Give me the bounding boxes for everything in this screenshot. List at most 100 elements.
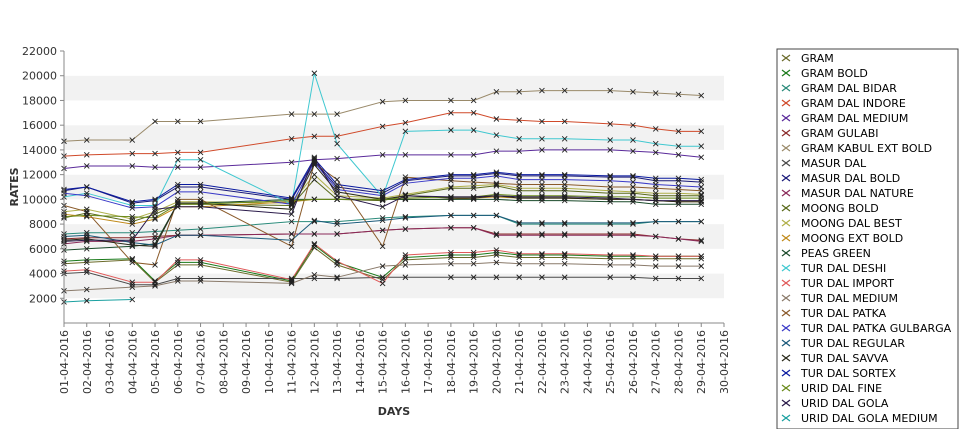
data-point <box>698 255 705 262</box>
data-point <box>379 280 386 287</box>
data-point <box>630 148 636 154</box>
data-point <box>493 191 500 198</box>
data-point <box>516 117 522 124</box>
data-point <box>630 173 636 179</box>
series-line <box>63 157 702 203</box>
data-point <box>493 247 500 253</box>
data-point <box>607 252 614 258</box>
data-point <box>311 70 318 77</box>
data-point <box>174 156 181 163</box>
data-point <box>152 208 158 215</box>
data-point <box>470 212 477 219</box>
data-point <box>607 121 614 127</box>
legend-item: TUR DAL SORTEX <box>781 367 896 380</box>
x-tick-label: 15-04-2016 <box>377 330 390 394</box>
data-point <box>470 254 477 261</box>
x-axis-title: DAYS <box>378 405 411 418</box>
legend-marker <box>781 264 791 272</box>
x-tick-label: 27-04-2016 <box>650 330 663 394</box>
data-point <box>379 123 386 130</box>
series-line <box>63 73 702 206</box>
x-tick-label: 16-04-2016 <box>399 330 412 394</box>
data-point <box>197 164 204 171</box>
legend-label: GRAM DAL INDORE <box>801 97 906 110</box>
data-point <box>311 154 318 161</box>
legend-label: GRAM DAL BIDAR <box>801 82 897 95</box>
legend-item: MASUR DAL <box>781 157 867 170</box>
data-point <box>402 226 409 232</box>
data-point <box>129 216 136 222</box>
data-point <box>129 205 136 211</box>
legend-marker <box>781 294 791 302</box>
series-line <box>63 198 702 251</box>
data-point <box>607 221 614 227</box>
legend-label: GRAM <box>801 52 834 65</box>
data-point <box>675 143 682 150</box>
legend-item: TUR DAL PATKA GULBARGA <box>781 322 952 335</box>
data-point <box>698 218 705 225</box>
data-point <box>334 192 340 199</box>
data-point <box>129 200 136 206</box>
legend-marker <box>781 129 791 137</box>
data-point <box>561 192 568 199</box>
data-point <box>607 137 614 143</box>
data-point <box>197 259 204 266</box>
data-point <box>630 137 636 143</box>
data-point <box>129 229 136 236</box>
data-point <box>652 263 659 269</box>
series-line <box>63 173 702 220</box>
data-point <box>379 196 386 203</box>
legend-marker <box>781 414 791 422</box>
data-point <box>607 173 614 179</box>
legend-label: MOONG EXT BOLD <box>801 232 903 245</box>
data-point <box>448 185 454 192</box>
legend-label: URID DAL FINE <box>801 382 882 395</box>
data-point <box>698 184 705 190</box>
data-point <box>539 252 545 258</box>
data-point <box>516 88 522 95</box>
data-point <box>539 221 545 227</box>
data-point <box>402 97 409 104</box>
data-point <box>448 152 454 158</box>
data-point <box>675 128 682 135</box>
data-point <box>675 152 682 158</box>
legend-marker <box>781 219 791 227</box>
data-point <box>174 199 181 205</box>
data-point <box>197 232 204 239</box>
data-point <box>675 263 682 269</box>
data-point <box>652 181 659 188</box>
data-point <box>402 192 409 199</box>
data-point <box>334 221 340 227</box>
data-point <box>152 164 158 171</box>
data-point <box>83 259 90 266</box>
legend-label: TUR DAL SORTEX <box>800 367 896 380</box>
y-tick-label: 8000 <box>29 218 57 231</box>
data-point <box>334 184 340 190</box>
data-point <box>129 284 136 290</box>
data-point <box>174 164 181 171</box>
legend-label: TUR DAL MEDIUM <box>800 292 898 305</box>
data-point <box>288 135 295 142</box>
data-point <box>197 275 204 282</box>
data-point <box>698 176 705 183</box>
data-point <box>675 192 682 199</box>
data-point <box>630 232 636 239</box>
data-point <box>493 249 500 256</box>
legend-marker <box>781 279 791 287</box>
series-line <box>63 112 702 157</box>
data-point <box>402 252 409 258</box>
x-tick-label: 11-04-2016 <box>286 330 299 394</box>
series-line <box>63 161 702 209</box>
data-point <box>334 258 340 265</box>
y-tick-label: 22000 <box>22 45 57 58</box>
legend-marker <box>781 174 791 182</box>
legend-box <box>776 48 959 429</box>
series-line <box>63 163 702 247</box>
data-point <box>516 181 522 188</box>
x-tick-label: 10-04-2016 <box>263 330 276 394</box>
data-point <box>311 196 318 203</box>
data-point <box>493 212 500 219</box>
data-point <box>197 189 204 195</box>
legend-item: TUR DAL PATKA <box>781 307 887 320</box>
legend-item: GRAM <box>781 52 834 65</box>
